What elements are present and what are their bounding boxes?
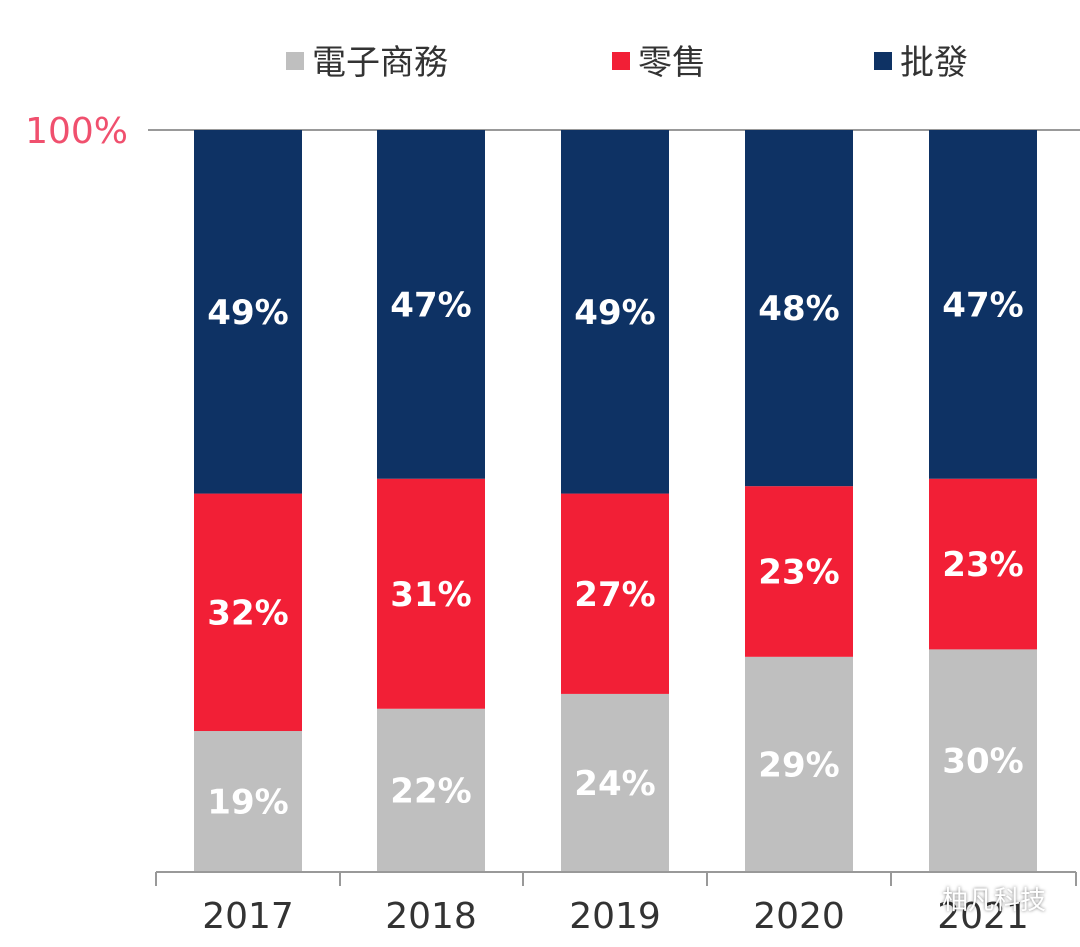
bar-segment-2021-1 (929, 478, 1037, 650)
legend: 電子商務 零售 批發 (286, 43, 968, 83)
watermark-text: 柚凡科技 (941, 886, 1046, 916)
y-axis-max-label: 100% (25, 111, 128, 152)
x-tick-label-2019: 2019 (569, 896, 661, 937)
bar-segment-2018-1 (377, 478, 485, 709)
x-axis: 2017 2018 2019 2020 2021 (155, 871, 1077, 937)
data-label-2018-0: 22% (390, 771, 471, 811)
bar-segment-2017-1 (194, 493, 302, 732)
data-label-2020-1: 23% (758, 552, 839, 592)
bar-segment-2019-2 (561, 130, 669, 494)
data-label-2017-0: 19% (207, 783, 288, 823)
legend-swatch-1 (612, 52, 630, 70)
bar-segment-2018-0 (377, 708, 485, 872)
data-label-2019-0: 24% (574, 764, 655, 804)
bar-segment-2021-2 (929, 130, 1037, 479)
legend-label-1: 零售 (638, 43, 706, 83)
bar-segment-2020-2 (745, 130, 853, 487)
legend-swatch-0 (286, 52, 304, 70)
data-label-2021-2: 47% (942, 285, 1023, 325)
legend-label-0: 電子商務 (312, 43, 448, 83)
bar-segment-2021-0 (929, 649, 1037, 872)
data-label-2020-2: 48% (758, 289, 839, 329)
x-tick-label-2017: 2017 (202, 896, 294, 937)
bar-segment-2019-0 (561, 693, 669, 872)
bar-segment-2019-1 (561, 493, 669, 694)
data-label-2018-2: 47% (390, 285, 471, 325)
bar-segment-2018-2 (377, 130, 485, 479)
bar-segment-2020-0 (745, 656, 853, 872)
bars: 19% 32% 49% 22% 31% 47% 24% 27% 49% 29% 23% 48% 30% 2… (194, 130, 1037, 872)
data-label-2021-0: 30% (942, 742, 1023, 782)
data-label-2017-2: 49% (207, 293, 288, 333)
data-label-2021-1: 23% (942, 545, 1023, 585)
data-label-2020-0: 29% (758, 745, 839, 785)
bar-segment-2017-2 (194, 130, 302, 494)
legend-label-2: 批發 (900, 43, 968, 83)
bar-segment-2017-0 (194, 731, 302, 872)
legend-swatch-2 (874, 52, 892, 70)
x-tick-label-2021: 2021 (937, 896, 1029, 937)
data-label-2017-1: 32% (207, 593, 288, 633)
data-label-2018-1: 31% (390, 575, 471, 615)
bar-segment-2020-1 (745, 486, 853, 657)
watermark: 柚凡科技 (894, 880, 1046, 917)
x-tick-label-2018: 2018 (385, 896, 477, 937)
data-label-2019-1: 27% (574, 575, 655, 615)
wechat-icon (894, 884, 934, 913)
x-tick-label-2020: 2020 (753, 896, 845, 937)
data-label-2019-2: 49% (574, 293, 655, 333)
